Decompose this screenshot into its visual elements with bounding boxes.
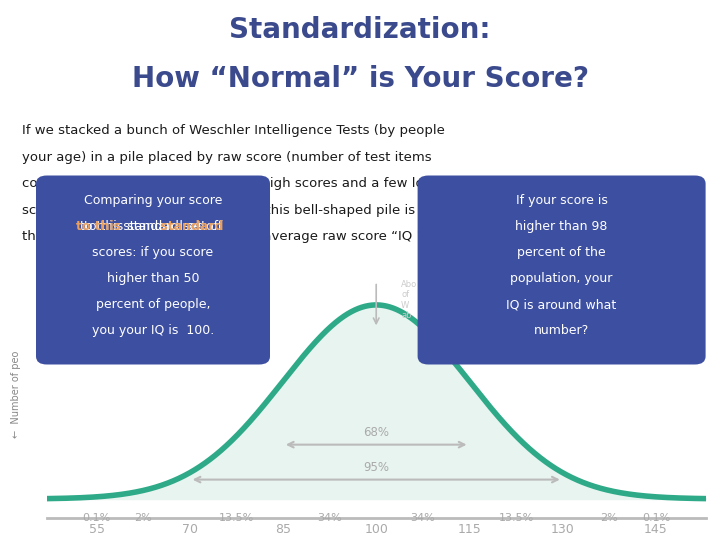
Text: Comparing your score: Comparing your score	[84, 194, 222, 207]
Text: your age) in a pile placed by raw score (number of test items: your age) in a pile placed by raw score …	[22, 151, 431, 164]
Text: 68%: 68%	[363, 426, 390, 439]
Text: 13.5%: 13.5%	[219, 512, 254, 523]
Text: 34%: 34%	[318, 512, 342, 523]
Text: 2%: 2%	[600, 512, 618, 523]
Text: percent of the: percent of the	[517, 246, 606, 259]
Text: How “Normal” is Your Score?: How “Normal” is Your Score?	[132, 65, 588, 93]
Text: Standardization:: Standardization:	[229, 16, 491, 44]
Text: to this         standard: to this standard	[76, 220, 223, 233]
Text: the                         . We will call the average raw score “IQ 100.”: the . We will call the average raw score…	[22, 230, 452, 243]
Text: scores, and a big pile in the middle; this bell-shaped pile is called: scores, and a big pile in the middle; th…	[22, 204, 459, 217]
Text: 0.1%: 0.1%	[642, 512, 670, 523]
Text: number?: number?	[534, 324, 589, 337]
Text: population, your: population, your	[510, 272, 613, 285]
Text: higher than 50: higher than 50	[107, 272, 199, 285]
Text: IQ is around what: IQ is around what	[506, 298, 617, 311]
Text: 95%: 95%	[363, 461, 390, 474]
Text: percent of people,: percent of people,	[96, 298, 210, 311]
Text: correct), there would be a few very high scores and a few low: correct), there would be a few very high…	[22, 177, 434, 190]
Text: normal curve: normal curve	[45, 230, 143, 243]
Text: to this standard set of: to this standard set of	[81, 220, 218, 233]
Text: 34%: 34%	[410, 512, 435, 523]
Text: 2%: 2%	[134, 512, 152, 523]
Text: higher than 98: higher than 98	[516, 220, 608, 233]
Text: you your IQ is  100.: you your IQ is 100.	[92, 324, 214, 337]
Text: If we stacked a bunch of Weschler Intelligence Tests (by people: If we stacked a bunch of Weschler Intell…	[22, 124, 444, 137]
Text: If your score is: If your score is	[516, 194, 608, 207]
Text: Abo
of
W
ab: Abo of W ab	[401, 280, 418, 320]
Text: 0.1%: 0.1%	[82, 512, 111, 523]
Text: 13.5%: 13.5%	[498, 512, 534, 523]
Text: ←  Number of peo: ← Number of peo	[11, 350, 21, 438]
Text: scores: if you score: scores: if you score	[92, 246, 214, 259]
Text: to this standard set of: to this standard set of	[84, 220, 222, 233]
